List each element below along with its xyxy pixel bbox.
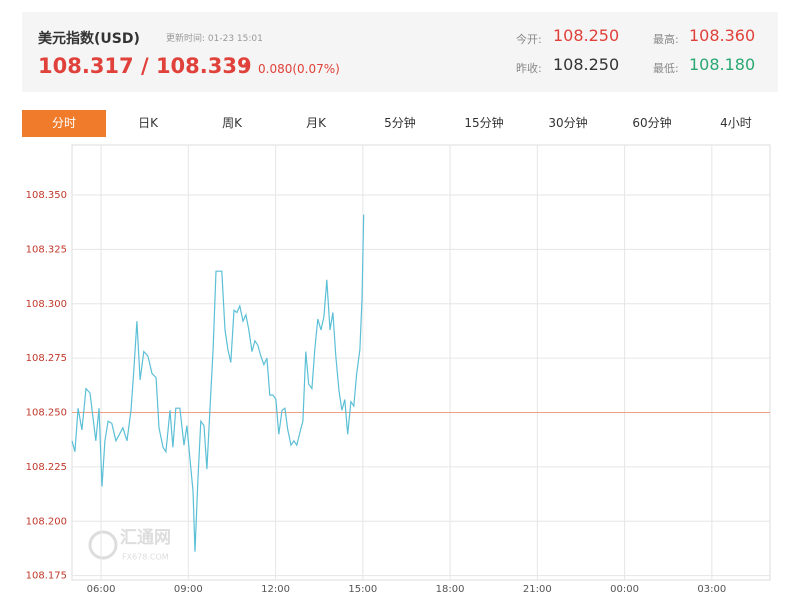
- watermark: FX678.COM: [122, 553, 169, 562]
- y-tick-label: 108.300: [26, 299, 67, 310]
- y-tick-label: 108.175: [26, 571, 67, 582]
- y-tick-label: 108.225: [26, 462, 67, 473]
- watermark-logo: [88, 530, 118, 560]
- tab[interactable]: 月K: [306, 116, 326, 130]
- watermark: 汇通网: [120, 528, 171, 548]
- title: 美元指数(USD): [38, 31, 140, 47]
- tab[interactable]: 日K: [138, 116, 158, 130]
- arrow: ↑: [241, 60, 252, 74]
- header: 美元指数(USD) 更新时间: 01-23 15:01 108.317 / 10…: [22, 12, 778, 92]
- x-tick-label: 03:00: [697, 584, 726, 595]
- tab[interactable]: 周K: [222, 116, 242, 130]
- change: 0.080(0.07%): [258, 62, 340, 76]
- x-tick-label: 06:00: [87, 584, 116, 595]
- x-tick-label: 15:00: [348, 584, 377, 595]
- x-tick-label: 12:00: [261, 584, 290, 595]
- y-tick-label: 108.350: [26, 190, 67, 201]
- tab[interactable]: 60分钟: [632, 116, 672, 130]
- tab-bar: 分时 日K 周K 月K 5分钟 15分钟 30分钟 60分钟 4小时: [22, 110, 778, 137]
- label: 昨收:: [516, 62, 542, 75]
- update-time: 更新时间: 01-23 15:01: [166, 34, 263, 44]
- tab[interactable]: 5分钟: [384, 116, 416, 130]
- y-tick-label: 108.250: [26, 408, 67, 419]
- x-tick-label: 00:00: [610, 584, 639, 595]
- label: 最高:: [653, 33, 679, 46]
- label: 今开:: [516, 33, 542, 46]
- tab[interactable]: 4小时: [720, 116, 752, 130]
- plot-frame: [71, 144, 771, 581]
- y-tick-label: 108.200: [26, 516, 67, 527]
- value: 108.250: [553, 26, 620, 45]
- price: 108.317 / 108.339: [38, 54, 252, 78]
- x-tick-label: 21:00: [523, 584, 552, 595]
- value: 108.180: [689, 55, 756, 74]
- y-tick-label: 108.275: [26, 353, 67, 364]
- y-tick-label: 108.325: [26, 244, 67, 255]
- value: 108.250: [553, 55, 620, 74]
- price-line: [71, 214, 365, 552]
- x-tick-label: 18:00: [436, 584, 465, 595]
- value: 108.360: [689, 26, 756, 45]
- x-tick-label: 09:00: [174, 584, 203, 595]
- tab[interactable]: 15分钟: [464, 116, 504, 130]
- tab[interactable]: 30分钟: [548, 116, 588, 130]
- label: 最低:: [653, 62, 679, 75]
- tab[interactable]: 分时: [22, 110, 106, 137]
